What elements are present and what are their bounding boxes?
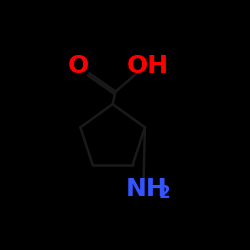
Text: 2: 2 <box>158 184 170 202</box>
Text: O: O <box>68 54 89 78</box>
Text: NH: NH <box>126 177 168 201</box>
Text: OH: OH <box>126 54 168 78</box>
